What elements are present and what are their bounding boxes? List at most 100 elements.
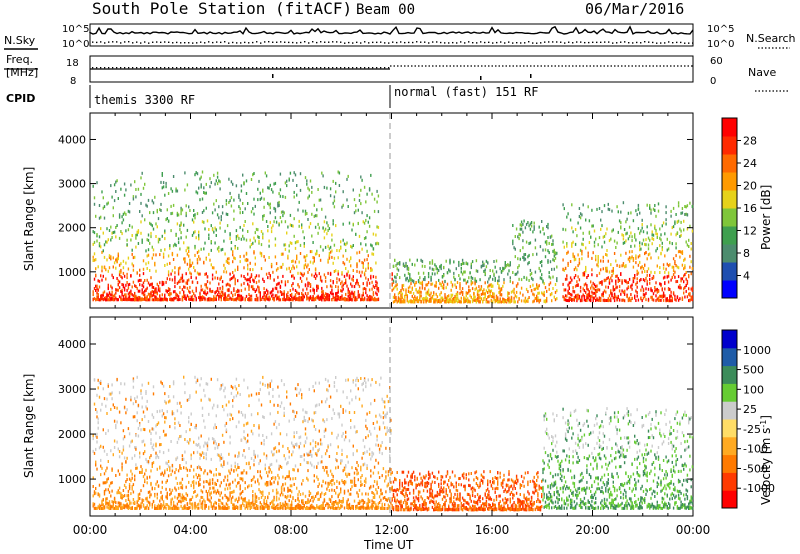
noise-search-dot (636, 41, 638, 44)
echo-cell (106, 296, 108, 300)
echo-cell (218, 216, 220, 220)
echo-cell (209, 469, 211, 473)
echo-cell (181, 297, 184, 301)
echo-cell (180, 206, 182, 210)
echo-cell (152, 298, 155, 302)
echo-cell (363, 237, 366, 240)
echo-cell (469, 289, 471, 293)
nave-dot (100, 67, 102, 69)
echo-cell (185, 497, 187, 501)
echo-cell (151, 199, 153, 203)
echo-cell (221, 383, 224, 387)
echo-cell (199, 466, 201, 470)
echo-cell (118, 504, 121, 508)
echo-cell (582, 237, 584, 241)
echo-cell (588, 294, 591, 298)
echo-cell (399, 297, 401, 301)
echo-cell (102, 507, 104, 510)
echo-cell (162, 451, 165, 455)
echo-cell (397, 297, 400, 301)
echo-cell (198, 230, 200, 234)
echo-cell (237, 246, 239, 250)
echo-cell (96, 284, 98, 288)
echo-cell (337, 170, 339, 174)
echo-cell (112, 294, 114, 298)
echo-cell (154, 298, 156, 302)
echo-cell (195, 494, 197, 498)
echo-cell (183, 375, 185, 379)
echo-cell (572, 252, 574, 256)
echo-cell (528, 224, 530, 228)
echo-cell (691, 267, 694, 270)
echo-cell (134, 478, 136, 482)
echo-cell (258, 236, 260, 239)
echo-cell (172, 175, 175, 178)
echo-cell (644, 293, 646, 297)
echo-cell (171, 189, 174, 193)
echo-cell (402, 298, 405, 302)
echo-cell (93, 506, 96, 510)
echo-cell (117, 283, 119, 287)
echo-cell (273, 220, 275, 224)
echo-cell (247, 278, 249, 282)
echo-cell (216, 404, 219, 408)
echo-cell (165, 416, 167, 420)
echo-cell (600, 298, 602, 302)
echo-cell (190, 264, 192, 268)
nave-dot (368, 67, 370, 69)
echo-cell (672, 273, 675, 277)
echo-cell (620, 225, 622, 229)
echo-cell (216, 276, 219, 280)
echo-cell (681, 263, 684, 267)
echo-cell (287, 291, 289, 295)
echo-cell (492, 269, 494, 273)
echo-cell (215, 501, 217, 505)
echo-cell (214, 446, 216, 450)
echo-cell (103, 296, 106, 300)
echo-cell (96, 440, 98, 444)
echo-cell (636, 294, 638, 298)
echo-cell (351, 228, 353, 232)
echo-cell (469, 294, 471, 298)
echo-cell (245, 251, 248, 255)
echo-cell (586, 276, 588, 279)
echo-cell (154, 504, 156, 508)
echo-cell (201, 297, 204, 301)
nave-dot (128, 67, 130, 69)
echo-cell (253, 236, 255, 240)
echo-cell (132, 195, 135, 199)
echo-cell (322, 174, 324, 178)
echo-cell (348, 293, 351, 297)
echo-cell (680, 233, 682, 237)
echo-cell (605, 299, 607, 302)
echo-cell (111, 500, 113, 504)
echo-cell (232, 293, 234, 297)
echo-cell (355, 232, 357, 236)
echo-cell (518, 297, 520, 300)
echo-cell (95, 284, 97, 288)
echo-cell (350, 256, 352, 260)
echo-cell (607, 207, 609, 211)
echo-cell (639, 248, 641, 252)
echo-cell (201, 170, 204, 174)
echo-cell (161, 414, 163, 418)
echo-cell (419, 298, 421, 301)
echo-cell (199, 198, 201, 202)
echo-cell (161, 172, 163, 175)
echo-cell (348, 296, 351, 300)
echo-cell (275, 220, 278, 224)
echo-cell (411, 262, 413, 266)
echo-cell (279, 172, 282, 176)
echo-cell (214, 507, 216, 510)
echo-cell (303, 295, 305, 299)
echo-cell (144, 472, 146, 476)
echo-cell (118, 295, 121, 299)
echo-cell (152, 211, 155, 215)
echo-cell (664, 254, 666, 258)
echo-cell (439, 298, 441, 302)
echo-cell (169, 246, 171, 250)
echo-cell (324, 227, 327, 231)
echo-cell (193, 298, 195, 302)
echo-cell (370, 173, 372, 177)
echo-cell (547, 249, 549, 253)
